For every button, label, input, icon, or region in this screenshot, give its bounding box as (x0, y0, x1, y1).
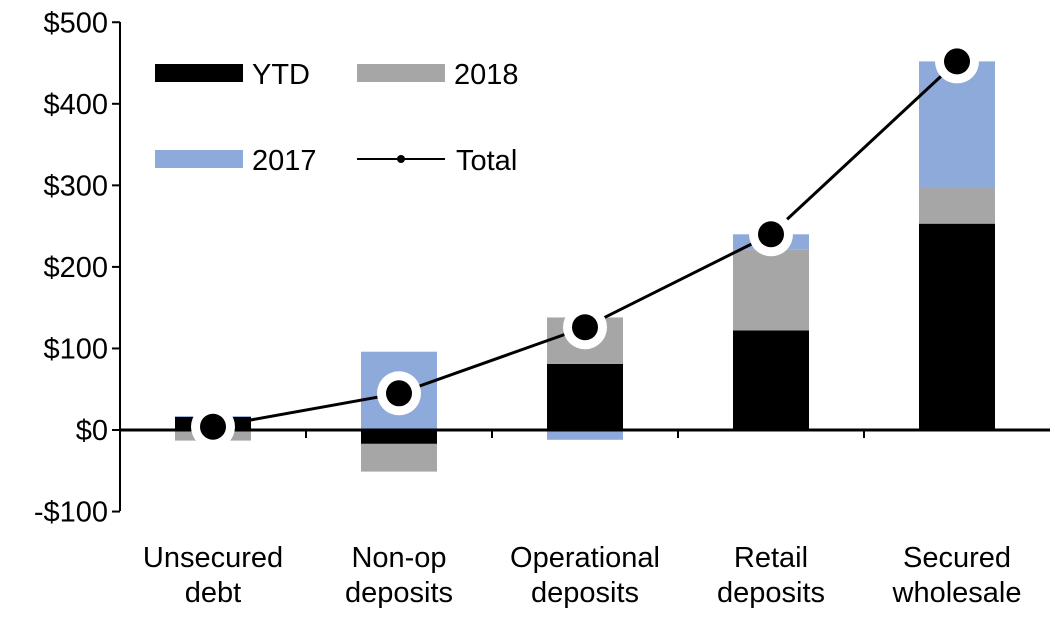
y-tick-label: $0 (76, 415, 108, 447)
legend-swatch-2017 (155, 150, 243, 168)
bar-ytd (733, 330, 809, 430)
legend-swatch-2018 (357, 64, 445, 82)
y-tick-label: $400 (43, 89, 108, 121)
x-tick-label: Unsecured (143, 542, 283, 574)
y-tick-label: $300 (43, 170, 108, 202)
total-point (944, 48, 970, 75)
bar-2018 (919, 186, 995, 224)
x-tick-label: Retail (734, 542, 808, 574)
x-tick-label: deposits (345, 577, 453, 609)
legend-label-total: Total (456, 145, 517, 177)
total-point (386, 380, 412, 407)
bar-2018 (733, 249, 809, 331)
bar-ytd (361, 430, 437, 444)
y-tick-label: $100 (43, 333, 108, 365)
legend-label-2018: 2018 (454, 59, 519, 91)
legend-swatch-total-dot (397, 155, 405, 163)
x-tick-label: Non-op (351, 542, 446, 574)
bar-2018 (361, 443, 437, 472)
x-tick-label: debt (185, 577, 241, 609)
x-tick-label: Secured (903, 542, 1011, 574)
y-ticks: $500 $400 $300 $200 $100 $0 -$100 (34, 7, 120, 529)
total-point (572, 314, 598, 341)
y-tick-label: $500 (43, 7, 108, 39)
x-tick-label: deposits (531, 577, 639, 609)
y-tick-label: $200 (43, 252, 108, 284)
legend: YTD 2018 2017 Total (155, 59, 519, 177)
total-point (200, 413, 226, 440)
x-tick-label: wholesale (892, 577, 1022, 609)
x-ticks: UnsecureddebtNon-opdepositsOperationalde… (143, 430, 1022, 609)
bar-ytd (919, 223, 995, 430)
legend-label-2017: 2017 (252, 145, 317, 177)
x-tick-label: deposits (717, 577, 825, 609)
y-tick-label: -$100 (34, 497, 108, 529)
legend-label-ytd: YTD (252, 59, 310, 91)
x-tick-label: Operational (510, 542, 660, 574)
total-line (191, 39, 979, 449)
bar-2017 (547, 430, 623, 440)
total-point (758, 221, 784, 248)
bar-ytd (547, 363, 623, 430)
legend-swatch-ytd (155, 64, 243, 82)
